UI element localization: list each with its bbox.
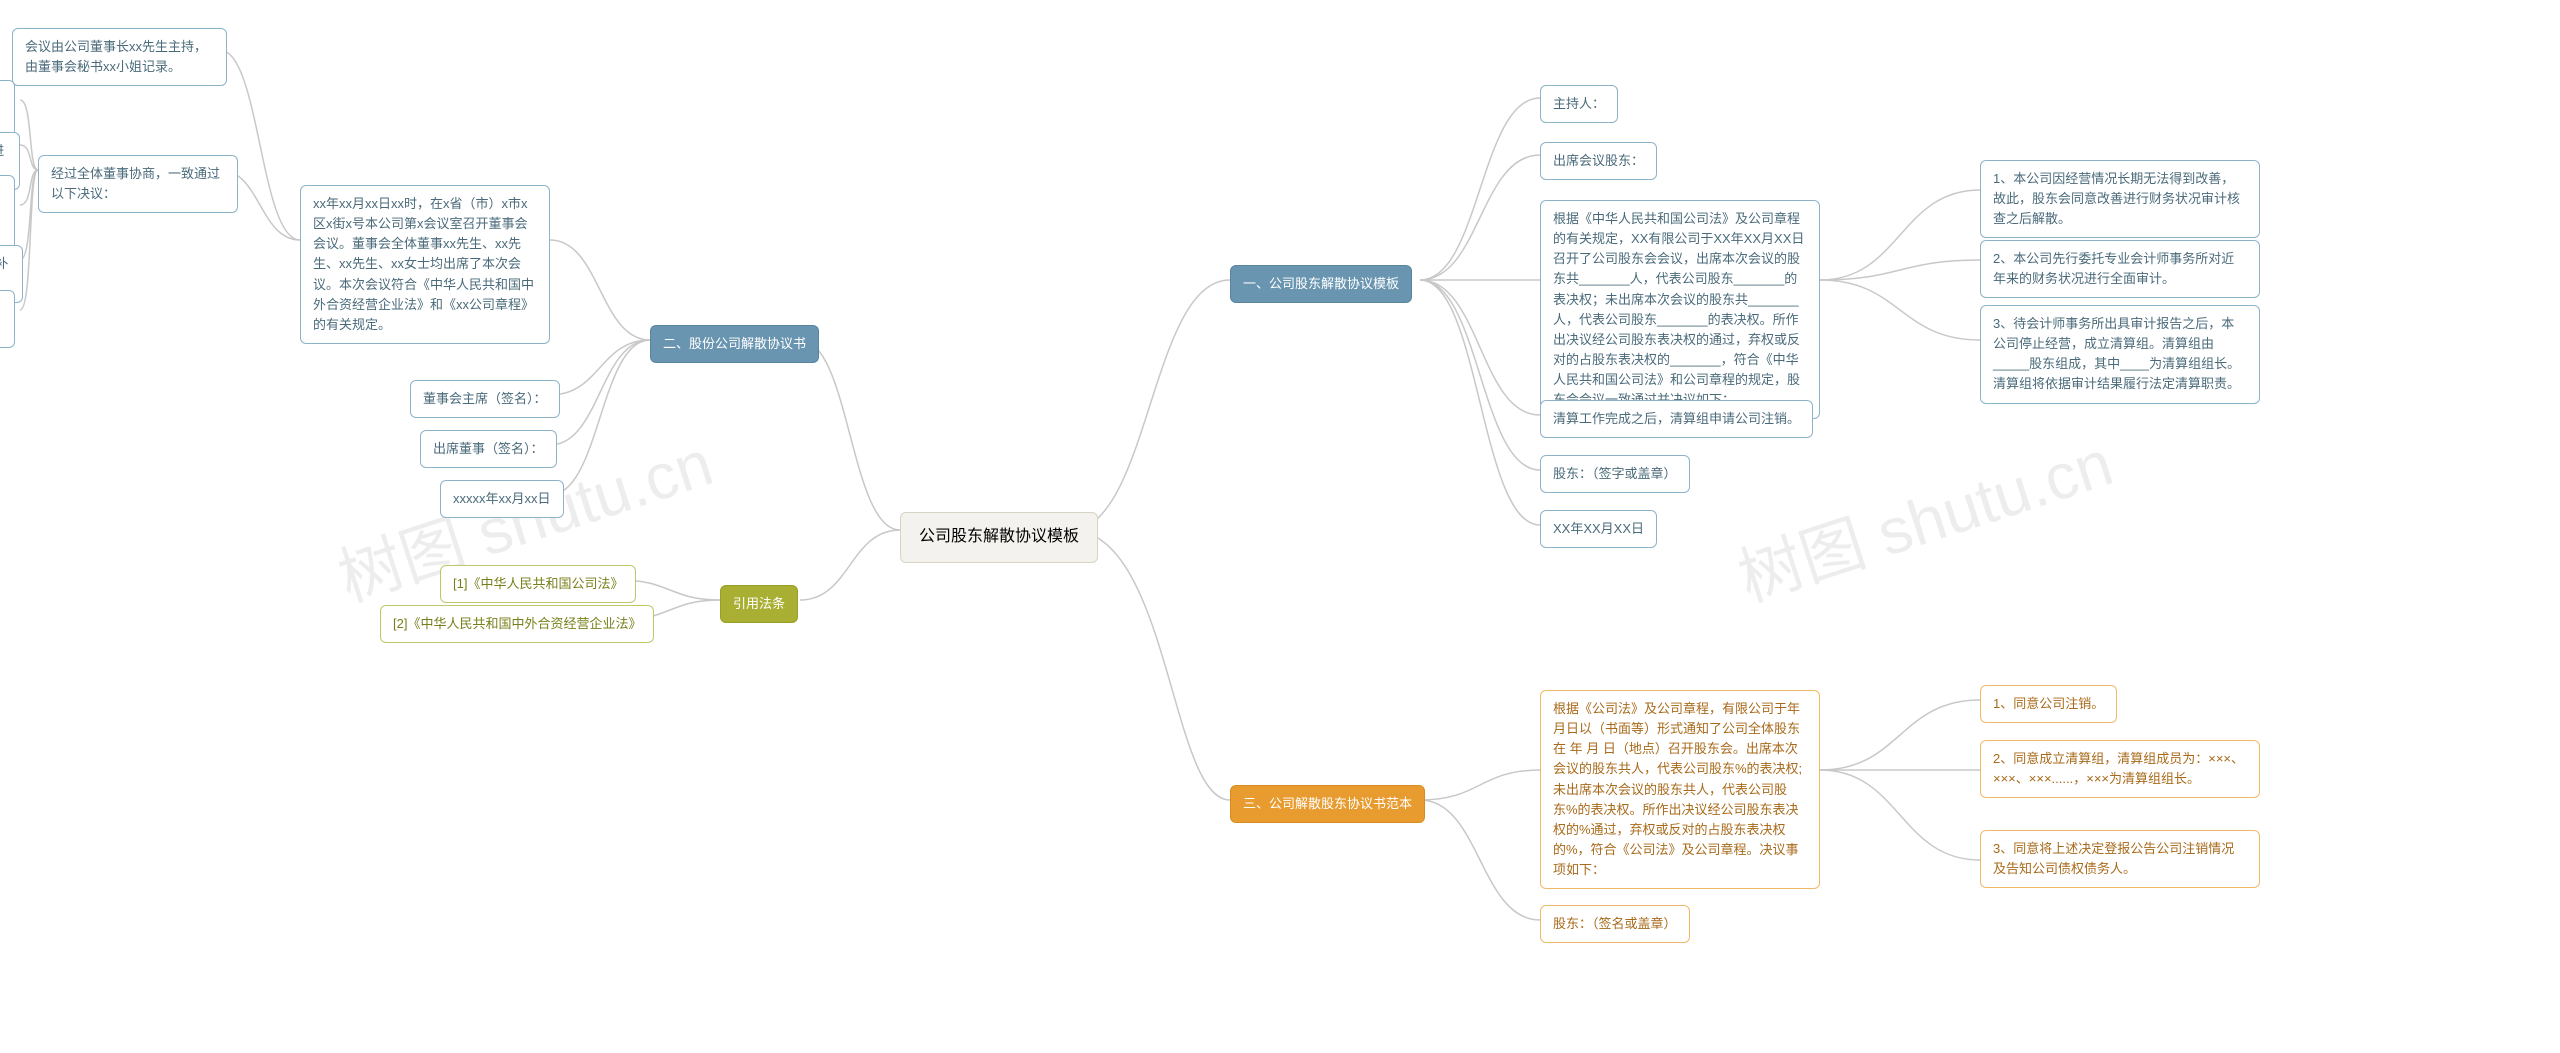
branch-1[interactable]: 一、公司股东解散协议模板 xyxy=(1230,265,1412,303)
branch-2[interactable]: 二、股份公司解散协议书 xyxy=(650,325,819,363)
b2-e5: 5、同意聘请xx会计师事务所负责本公司的清算审计事宜。 xyxy=(0,290,15,348)
b1-c3: 根据《中华人民共和国公司法》及公司章程的有关规定，XX有限公司于XX年XX月XX… xyxy=(1540,200,1820,419)
b1-c1: 主持人： xyxy=(1540,85,1618,123)
b2-c1-d2: 经过全体董事协商，一致通过以下决议： xyxy=(38,155,238,213)
b2-c2: 董事会主席（签名）： xyxy=(410,380,560,418)
b3-c1-d2: 2、同意成立清算组，清算组成员为：×××、×××、×××......，×××为清… xyxy=(1980,740,2260,798)
b2-c1-d1: 会议由公司董事长xx先生主持，由董事会秘书xx小姐记录。 xyxy=(12,28,227,86)
b1-c3-d1: 1、本公司因经营情况长期无法得到改善，故此，股东会同意改善进行财务状况审计核查之… xyxy=(1980,160,2260,238)
branch-3[interactable]: 三、公司解散股东协议书范本 xyxy=(1230,785,1425,823)
b1-c2: 出席会议股东： xyxy=(1540,142,1657,180)
b4-c2: [2]《中华人民共和国中外合资经营企业法》 xyxy=(380,605,654,643)
b2-c3: 出席董事（签名）： xyxy=(420,430,557,468)
watermark-right: 树图 shutu.cn xyxy=(1725,412,2122,619)
b4-c1: [1]《中华人民共和国公司法》 xyxy=(440,565,636,603)
b1-c6: XX年XX月XX日 xyxy=(1540,510,1657,548)
b1-c4: 清算工作完成之后，清算组申请公司注销。 xyxy=(1540,400,1813,438)
b2-c1: xx年xx月xx日xx时，在x省（市）x市x区x街x号本公司第x会议室召开董事会… xyxy=(300,185,550,344)
b3-c1-d3: 3、同意将上述决定登报公告公司注销情况及告知公司债权债务人。 xyxy=(1980,830,2260,888)
root-node[interactable]: 公司股东解散协议模板 xyxy=(900,512,1098,563)
b1-c5: 股东：（签字或盖章） xyxy=(1540,455,1690,493)
b2-c4: xxxxx年xx月xx日 xyxy=(440,480,564,518)
b1-c3-d3: 3、待会计师事务所出具审计报告之后，本公司停止经营，成立清算组。清算组由____… xyxy=(1980,305,2260,404)
b1-c3-d2: 2、本公司先行委托专业会计师事务所对近年来的财务状况进行全面审计。 xyxy=(1980,240,2260,298)
b3-c2: 股东：（签名或盖章） xyxy=(1540,905,1690,943)
connectors xyxy=(0,0,2560,1053)
branch-4[interactable]: 引用法条 xyxy=(720,585,798,623)
b3-c1: 根据《公司法》及公司章程，有限公司于年月日以（书面等）形式通知了公司全体股东在 … xyxy=(1540,690,1820,889)
b3-c1-d1: 1、同意公司注销。 xyxy=(1980,685,2117,723)
